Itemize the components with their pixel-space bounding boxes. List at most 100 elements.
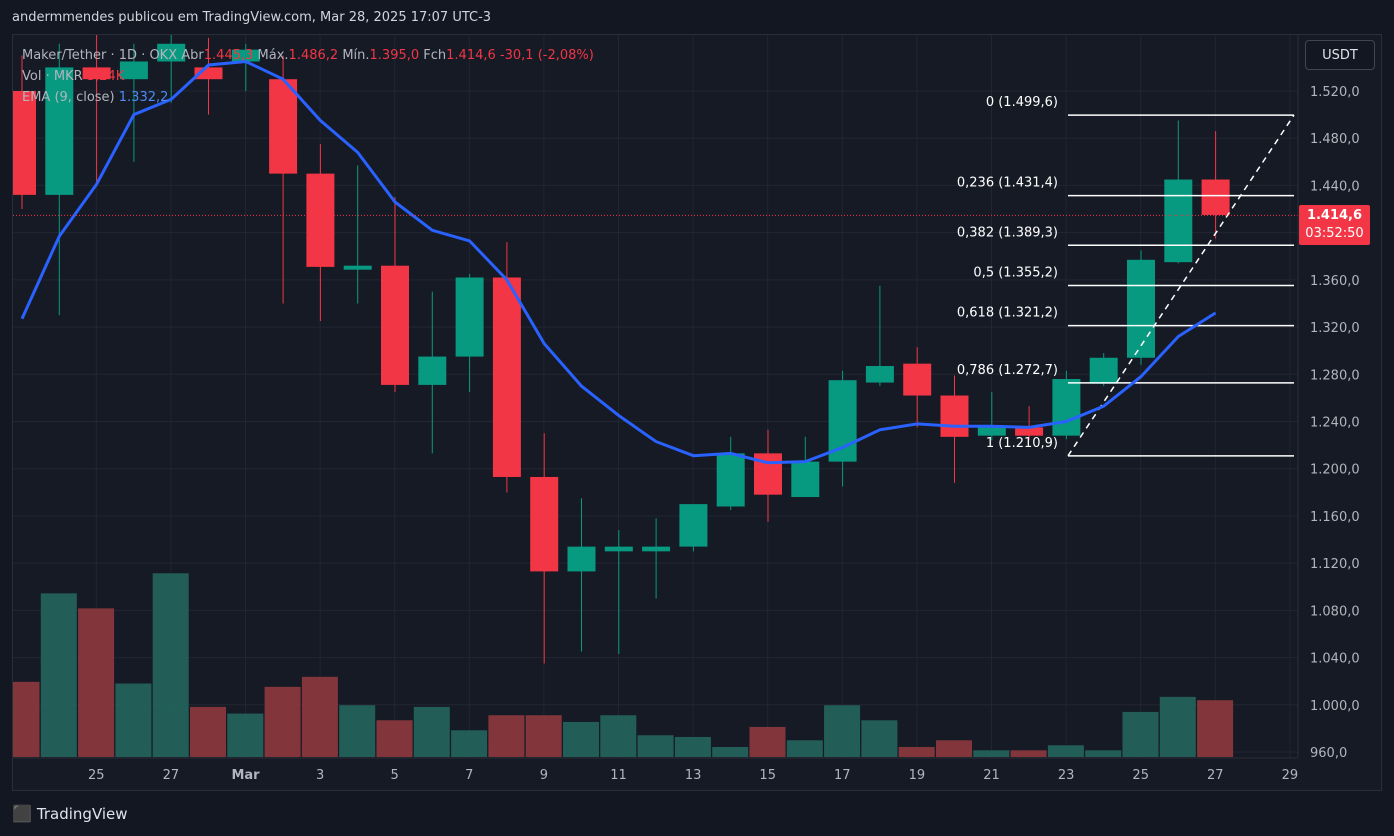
x-tick-label: 15	[759, 768, 776, 783]
fib-level-label: 0 (1.499,6)	[986, 95, 1058, 110]
x-tick-label: 5	[391, 768, 399, 783]
y-tick-label: 1.040,0	[1310, 652, 1360, 667]
bar-countdown: 03:52:50	[1305, 226, 1364, 241]
fib-level-label: 0,236 (1.431,4)	[957, 176, 1058, 191]
volume-bar	[1085, 750, 1122, 757]
x-tick-label: 25	[1132, 768, 1149, 783]
y-tick-label: 1.280,0	[1310, 368, 1360, 383]
open-label: Abr	[181, 48, 204, 63]
volume-bar	[40, 593, 77, 757]
candle-body	[1164, 179, 1193, 263]
x-tick-label: Mar	[231, 768, 260, 783]
candle-body	[194, 67, 223, 80]
y-tick-label: 1.480,0	[1310, 132, 1360, 147]
candle-body	[642, 546, 671, 552]
high-label: Máx.	[257, 48, 289, 63]
volume-bar	[301, 676, 338, 757]
candle-body	[791, 461, 820, 498]
volume-bar	[563, 721, 599, 757]
close-value: 1.414,6	[446, 48, 496, 63]
y-tick-label: 1.320,0	[1310, 321, 1360, 336]
y-tick-label: 960,0	[1310, 746, 1347, 761]
footer-brand[interactable]: ⬛ TradingView	[12, 804, 128, 823]
x-tick-label: 9	[540, 768, 548, 783]
volume-bar	[824, 705, 861, 757]
y-axis: 960,0 1.000,0 1.040,0 1.080,0 1.120,0 1.160,0…	[1297, 35, 1360, 761]
volume-bar	[1010, 750, 1047, 757]
symbol-label[interactable]: Maker/Tether · 1D · OKX	[22, 48, 178, 63]
candle-body	[82, 67, 111, 80]
x-tick-label: 3	[316, 768, 324, 783]
fib-level-label: 0,618 (1.321,2)	[957, 306, 1058, 321]
candle-body	[1127, 259, 1155, 358]
candle-body	[903, 363, 932, 396]
y-tick-label: 1.440,0	[1310, 179, 1360, 194]
y-tick-label: 1.120,0	[1310, 557, 1360, 572]
last-price-value: 1.414,6	[1306, 208, 1363, 223]
volume-bar	[451, 730, 488, 757]
candle-body	[977, 426, 1006, 436]
candle-body	[492, 277, 521, 477]
volume-bar	[936, 740, 972, 757]
volume-bar	[1159, 696, 1196, 757]
ema-row: EMA (9, close) 1.332,2	[22, 87, 594, 108]
volume-bar	[786, 740, 823, 757]
y-tick-label: 1.200,0	[1310, 463, 1360, 478]
x-tick-label: 23	[1058, 768, 1075, 783]
volume-bar	[1197, 700, 1234, 757]
ema-line	[20, 59, 1217, 465]
x-axis: 25 27 Mar 3 5 7 9 11 13 15 17 19 21 23 25 27 29	[13, 757, 1298, 783]
fibonacci-retracement: 0 (1.499,6) 0,236 (1.431,4) 0,382 (1.389,3…	[957, 95, 1295, 457]
fib-level-label: 1 (1.210,9)	[986, 436, 1058, 451]
candle-body	[306, 173, 335, 267]
chart-frame[interactable]	[12, 34, 1382, 791]
volume-bars	[13, 573, 1234, 757]
volume-bar	[78, 608, 115, 757]
x-tick-label: 19	[909, 768, 926, 783]
publisher-header: andermmendes publicou em TradingView.com…	[12, 10, 492, 25]
candle-body	[1015, 427, 1044, 436]
y-tick-label: 1.360,0	[1310, 274, 1360, 289]
candle-body	[1201, 179, 1230, 215]
close-label: Fch	[423, 48, 447, 63]
candle-body	[530, 476, 559, 572]
candle-body	[418, 356, 447, 385]
candle-body	[45, 67, 74, 195]
candle-body	[679, 504, 708, 547]
fib-level-label: 0,382 (1.389,3)	[957, 225, 1058, 240]
volume-bar	[115, 683, 152, 757]
candle-body	[157, 43, 186, 62]
candle-body	[828, 380, 857, 462]
y-tick-label: 1.520,0	[1310, 85, 1360, 100]
fib-level-label: 0,786 (1.272,7)	[957, 363, 1058, 378]
candle-body	[716, 453, 745, 507]
x-tick-label: 13	[685, 768, 702, 783]
change-value: -30,1 (-2,08%)	[499, 48, 594, 63]
volume-bar	[637, 735, 674, 757]
volume-bar	[152, 573, 189, 757]
candle-body	[567, 546, 596, 572]
volume-bar	[525, 715, 562, 757]
x-tick-label: 27	[1207, 768, 1224, 783]
y-tick-label: 1.000,0	[1310, 699, 1360, 714]
volume-bar	[488, 715, 525, 757]
brand-name: TradingView	[36, 804, 128, 823]
volume-bar	[898, 746, 935, 757]
last-price-tag: 1.414,6 03:52:50	[1299, 205, 1370, 245]
fib-trend-line	[1067, 114, 1295, 457]
volume-label: Vol · MKR	[22, 69, 83, 84]
currency-button[interactable]: USDT	[1305, 40, 1375, 70]
x-tick-label: 7	[465, 768, 473, 783]
candle-body	[455, 277, 484, 357]
candle-body	[865, 366, 894, 383]
candle-body	[119, 61, 148, 80]
volume-bar	[674, 736, 711, 757]
candles	[13, 35, 1230, 664]
volume-bar	[264, 686, 301, 757]
x-tick-label: 21	[983, 768, 1000, 783]
ema-value: 1.332,2	[118, 90, 169, 105]
x-tick-label: 11	[610, 768, 627, 783]
y-tick-label: 1.160,0	[1310, 510, 1360, 525]
ema-label: EMA (9, close)	[22, 90, 115, 105]
